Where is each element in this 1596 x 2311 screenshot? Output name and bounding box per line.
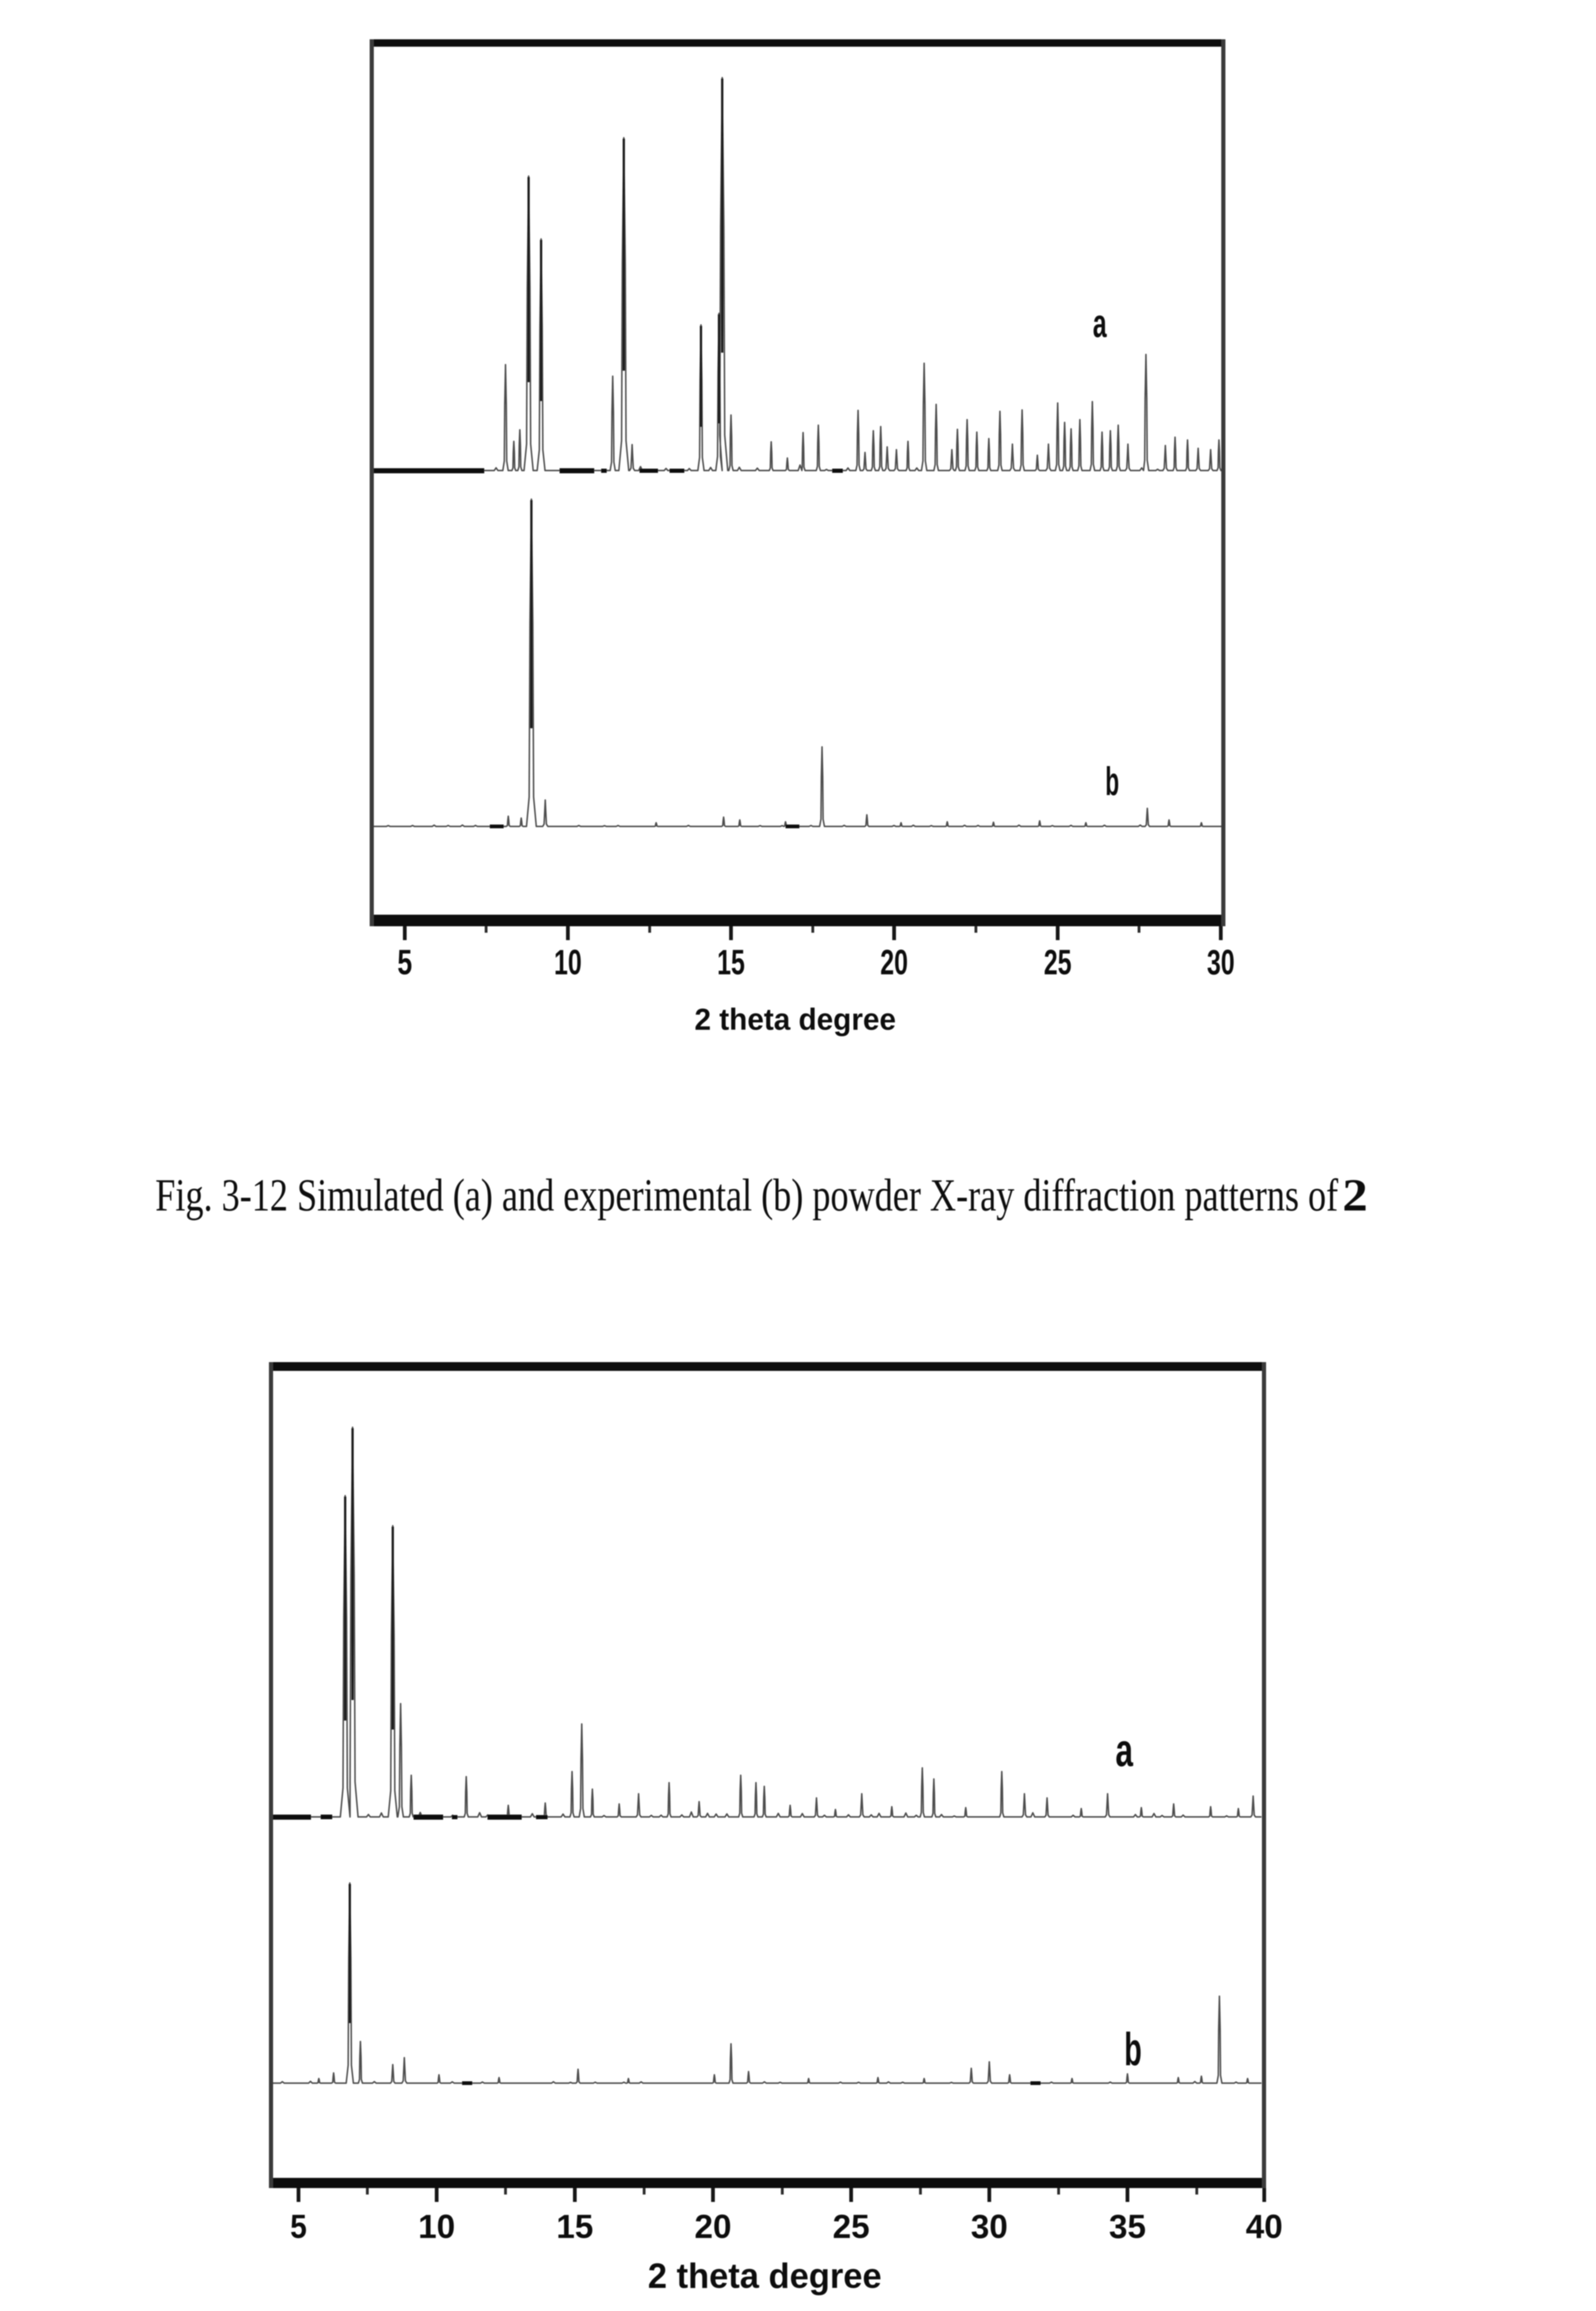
svg-text:25: 25	[1044, 943, 1072, 982]
svg-text:10: 10	[418, 2208, 455, 2245]
svg-text:30: 30	[1207, 943, 1235, 982]
svg-text:5: 5	[290, 2208, 307, 2245]
svg-text:2: 2	[1342, 1169, 1368, 1221]
svg-text:10: 10	[554, 943, 582, 982]
svg-text:b: b	[1105, 759, 1119, 804]
svg-text:a: a	[1115, 1724, 1133, 1776]
svg-text:a: a	[1093, 301, 1107, 346]
svg-text:20: 20	[694, 2208, 731, 2245]
svg-text:b: b	[1124, 2024, 1142, 2075]
svg-text:25: 25	[833, 2208, 870, 2245]
svg-text:5: 5	[397, 943, 412, 982]
svg-text:20: 20	[880, 943, 908, 982]
svg-text:30: 30	[971, 2208, 1008, 2245]
svg-text:2 theta degree: 2 theta degree	[694, 1002, 896, 1036]
svg-text:15: 15	[717, 943, 745, 982]
svg-text:35: 35	[1109, 2208, 1146, 2245]
svg-text:15: 15	[556, 2208, 593, 2245]
svg-text:2 theta degree: 2 theta degree	[648, 2256, 882, 2296]
svg-text:Fig. 3-12 Simulated (a) and ex: Fig. 3-12 Simulated (a) and experimental…	[155, 1169, 1339, 1221]
svg-text:40: 40	[1246, 2208, 1283, 2245]
